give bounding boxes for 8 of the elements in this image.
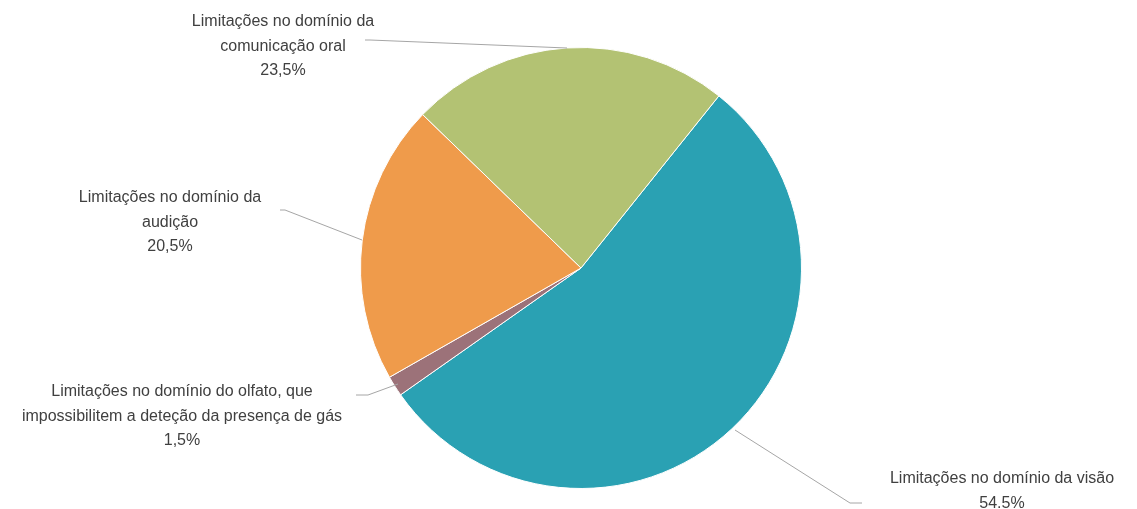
data-label: 20,5%	[147, 237, 193, 255]
slice-label: Limitações no domínio da visão	[889, 469, 1115, 487]
slice-label: Limitações no domínio do olfato, que impossibilitem a deteção da presença de gás	[21, 382, 343, 424]
slice-label: Limitações no domínio da audição	[78, 188, 262, 230]
data-label: 54.5%	[979, 493, 1025, 509]
data-label: 1,5%	[163, 431, 201, 449]
slice-label: Limitações no domínio da comunicação oral	[191, 12, 375, 54]
data-label: 23,5%	[260, 61, 306, 79]
